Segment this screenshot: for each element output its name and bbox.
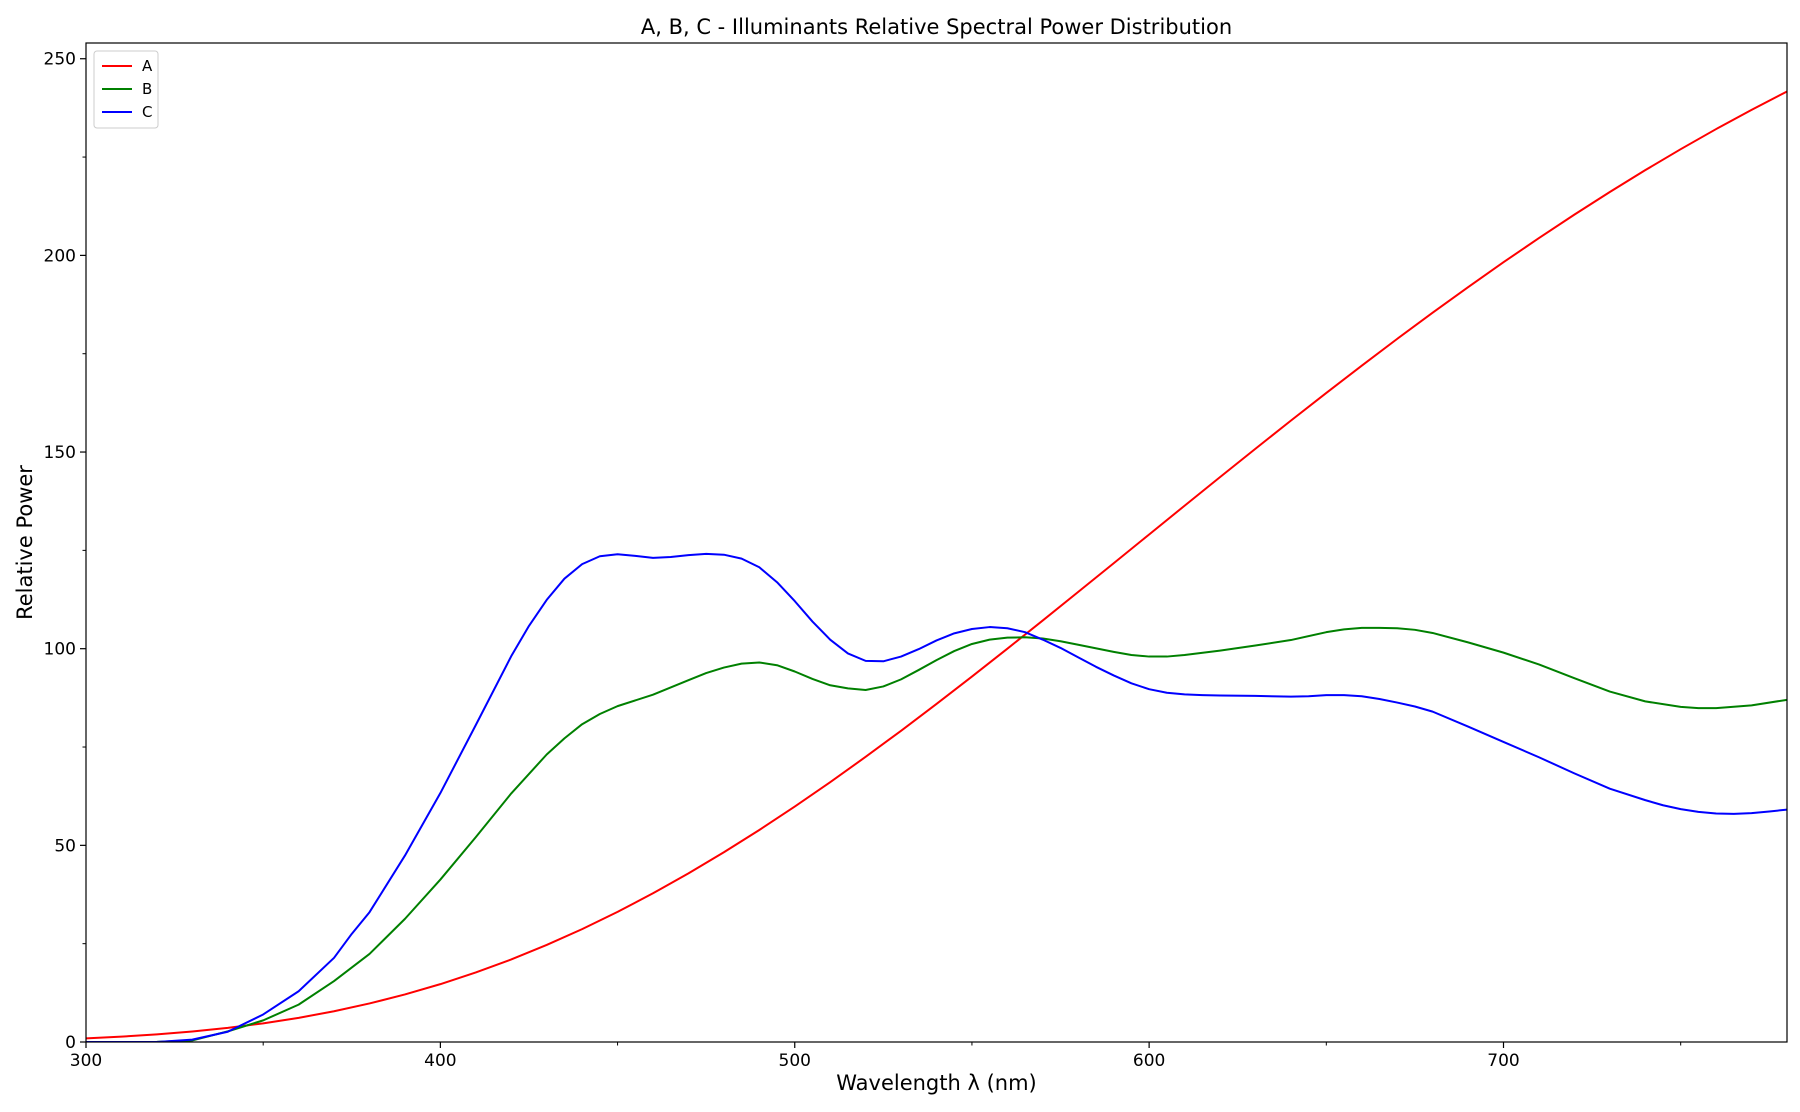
- legend: ABC: [93, 50, 159, 129]
- legend-label-b: B: [142, 80, 152, 98]
- y-tick-label: 50: [54, 836, 76, 856]
- series-lines: [86, 90, 1787, 1042]
- y-tick-label: 150: [44, 443, 76, 463]
- legend-label-a: A: [142, 57, 153, 75]
- y-axis-label: Relative Power: [13, 465, 37, 620]
- x-tick-label: 600: [1133, 1051, 1165, 1071]
- legend-label-c: C: [142, 103, 152, 121]
- x-tick-label: 400: [424, 1051, 456, 1071]
- y-tick-label: 0: [65, 1033, 76, 1053]
- x-tick-label: 700: [1487, 1051, 1519, 1071]
- series-line-c: [86, 552, 1787, 1042]
- series-line-a: [86, 90, 1787, 1040]
- chart-title: A, B, C - Illuminants Relative Spectral …: [641, 15, 1232, 39]
- y-tick-label: 100: [44, 640, 76, 660]
- x-tick-label: 500: [779, 1051, 811, 1071]
- y-tick-label: 200: [44, 246, 76, 266]
- series-line-b: [86, 626, 1787, 1042]
- x-axis-label: Wavelength λ (nm): [836, 1071, 1037, 1095]
- x-tick-label: 300: [70, 1051, 102, 1071]
- plot-area: 300 400 500 600 700 0 50 100 150 200 250: [44, 42, 1788, 1071]
- plot-frame: [85, 42, 1788, 1043]
- y-tick-label: 250: [44, 50, 76, 70]
